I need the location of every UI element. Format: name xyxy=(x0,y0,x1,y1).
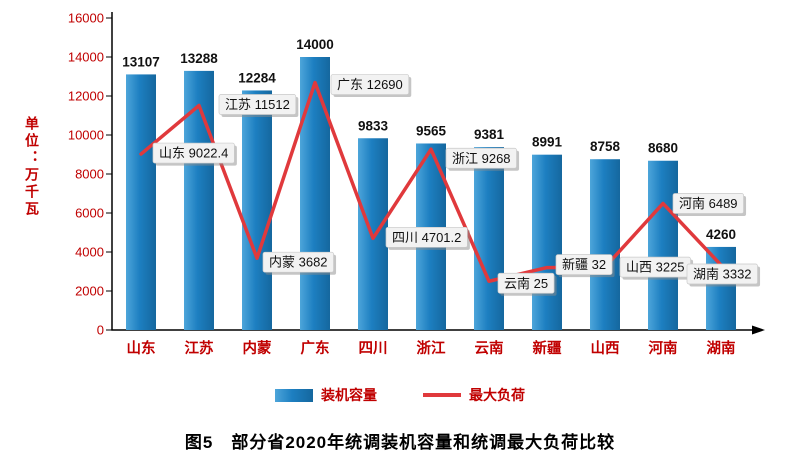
line-callout-label: 山西 3225 xyxy=(626,260,685,275)
y-tick-label: 4000 xyxy=(75,245,104,260)
line-callout-label: 河南 6489 xyxy=(679,196,738,211)
bar xyxy=(300,57,330,330)
bar xyxy=(242,90,272,330)
bar-value-label: 8758 xyxy=(590,139,621,154)
bar xyxy=(474,147,504,330)
callout-box xyxy=(672,193,744,214)
callout-box xyxy=(385,226,468,248)
x-category-label: 新疆 xyxy=(533,339,562,357)
legend: 装机容量 最大负荷 xyxy=(0,384,800,406)
bar-value-label: 14000 xyxy=(296,37,334,52)
bar-swatch-icon xyxy=(275,388,313,402)
chart-canvas: 0 2000 4000 6000 8000 10000 12000 14000 16000 131… xyxy=(68,11,765,357)
line-callout-label: 浙江 9268 xyxy=(452,151,511,166)
legend-item-line: 最大负荷 xyxy=(423,385,525,405)
x-category-label: 内蒙 xyxy=(243,339,272,357)
x-category-label: 河南 xyxy=(649,339,678,357)
x-category-label: 广东 xyxy=(301,339,330,357)
x-axis-arrow-icon xyxy=(752,325,765,335)
y-tick-label: 2000 xyxy=(75,284,104,299)
bar-value-label: 9565 xyxy=(416,123,447,138)
line-callout-label: 湖南 3332 xyxy=(693,267,752,282)
bar-value-label: 12284 xyxy=(238,70,276,85)
y-tick-label: 12000 xyxy=(68,89,104,104)
line-swatch-icon xyxy=(423,393,461,397)
line-callout-label: 新疆 32 xyxy=(562,257,606,272)
line-callout-label: 内蒙 3682 xyxy=(269,255,328,270)
y-axis-unit-label: 单位：万千瓦 xyxy=(24,116,40,218)
bar-value-label: 4260 xyxy=(706,227,736,242)
line-callout-label: 四川 4701.2 xyxy=(392,230,461,245)
bar xyxy=(706,246,736,330)
x-category-label: 四川 xyxy=(359,341,388,357)
line-callout-label: 山东 9022.4 xyxy=(159,146,228,161)
x-category-label: 云南 xyxy=(475,339,504,357)
x-category-label: 浙江 xyxy=(417,339,446,357)
figure-caption: 图5 部分省2020年统调装机容量和统调最大负荷比较 xyxy=(184,433,616,452)
callout-box xyxy=(555,254,613,275)
x-category-label: 湖南 xyxy=(707,339,736,357)
y-tick-label: 16000 xyxy=(68,11,104,26)
x-category-label: 江苏 xyxy=(185,339,214,357)
callout-box xyxy=(218,94,297,115)
legend-bar-label: 装机容量 xyxy=(321,387,377,403)
bar xyxy=(126,74,156,330)
y-tick-label: 8000 xyxy=(75,167,104,182)
bar xyxy=(590,159,620,330)
bar-value-label: 9381 xyxy=(474,127,505,142)
y-tick-label: 0 xyxy=(97,323,104,338)
callout-box xyxy=(686,263,758,285)
callout-box xyxy=(152,142,235,164)
max-load-line xyxy=(139,80,723,283)
line-callout-label: 江苏 11512 xyxy=(225,97,290,112)
y-tick-label: 14000 xyxy=(68,50,104,65)
y-tick-label: 6000 xyxy=(75,206,104,221)
x-category-label: 山西 xyxy=(591,340,620,357)
bar-value-label: 8680 xyxy=(648,141,678,156)
callout-box xyxy=(497,272,555,294)
bar-value-label: 9833 xyxy=(358,118,389,133)
bar-value-label: 13288 xyxy=(180,51,218,66)
bar xyxy=(648,160,678,330)
legend-item-bar: 装机容量 xyxy=(275,385,377,405)
x-category-label: 山东 xyxy=(127,339,156,357)
y-tick-label: 10000 xyxy=(68,128,104,143)
callout-box xyxy=(445,147,517,169)
line-callout-label: 云南 25 xyxy=(504,276,548,291)
line-callout-label: 广东 12690 xyxy=(337,77,403,92)
callout-box xyxy=(262,251,334,273)
callout-box xyxy=(330,74,410,95)
legend-line-label: 最大负荷 xyxy=(469,387,525,403)
bar-value-label: 8991 xyxy=(532,135,563,150)
bar-value-label: 13107 xyxy=(122,54,160,69)
bar xyxy=(532,154,562,330)
